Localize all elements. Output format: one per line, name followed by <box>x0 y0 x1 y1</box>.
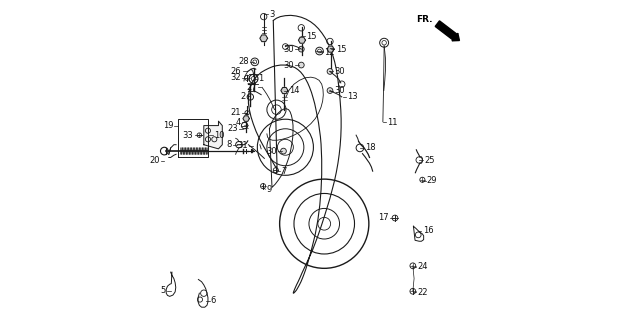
Text: 8: 8 <box>226 140 232 149</box>
Polygon shape <box>327 46 334 52</box>
Text: 7: 7 <box>281 167 287 176</box>
Text: 30: 30 <box>267 147 277 156</box>
Text: 9: 9 <box>267 185 272 194</box>
Text: 32: 32 <box>231 73 241 82</box>
Polygon shape <box>204 121 222 149</box>
Text: 22: 22 <box>417 288 428 297</box>
Text: 31: 31 <box>237 141 247 150</box>
Text: 4: 4 <box>236 118 241 127</box>
Text: 12: 12 <box>325 48 335 57</box>
Text: 30: 30 <box>283 44 293 54</box>
Text: 6: 6 <box>211 296 216 305</box>
Text: 30: 30 <box>334 86 345 95</box>
Text: 28: 28 <box>239 57 249 66</box>
Circle shape <box>327 68 333 74</box>
Text: 21: 21 <box>231 108 241 117</box>
Text: FR.: FR. <box>416 15 432 24</box>
Circle shape <box>298 62 304 68</box>
Text: 25: 25 <box>424 156 435 164</box>
Text: 33: 33 <box>183 131 193 140</box>
FancyArrow shape <box>435 21 459 41</box>
Text: 11: 11 <box>388 118 398 127</box>
Text: 26: 26 <box>231 67 241 76</box>
Text: 19: 19 <box>163 121 173 130</box>
Text: 30: 30 <box>334 67 345 76</box>
Text: 1: 1 <box>258 74 264 83</box>
Text: 27: 27 <box>246 83 257 92</box>
Text: 17: 17 <box>378 213 389 222</box>
Text: 18: 18 <box>365 143 376 152</box>
Polygon shape <box>298 37 305 43</box>
Polygon shape <box>260 35 267 42</box>
Text: 15: 15 <box>307 32 317 41</box>
Text: 30: 30 <box>283 60 293 69</box>
Text: 10: 10 <box>214 131 224 140</box>
Circle shape <box>280 148 287 154</box>
Text: 29: 29 <box>427 176 437 185</box>
Polygon shape <box>243 116 249 121</box>
Text: 2: 2 <box>240 92 245 101</box>
Text: 16: 16 <box>422 226 434 235</box>
Text: 3: 3 <box>269 10 274 19</box>
Polygon shape <box>281 87 288 93</box>
Text: 20: 20 <box>150 156 160 165</box>
Text: 24: 24 <box>417 262 428 271</box>
Circle shape <box>327 88 333 93</box>
Text: 15: 15 <box>336 44 346 54</box>
Circle shape <box>298 46 304 52</box>
Text: 23: 23 <box>227 124 238 133</box>
Text: 14: 14 <box>290 86 300 95</box>
Text: 5: 5 <box>160 286 166 295</box>
Text: 13: 13 <box>347 92 358 101</box>
Polygon shape <box>252 149 254 153</box>
